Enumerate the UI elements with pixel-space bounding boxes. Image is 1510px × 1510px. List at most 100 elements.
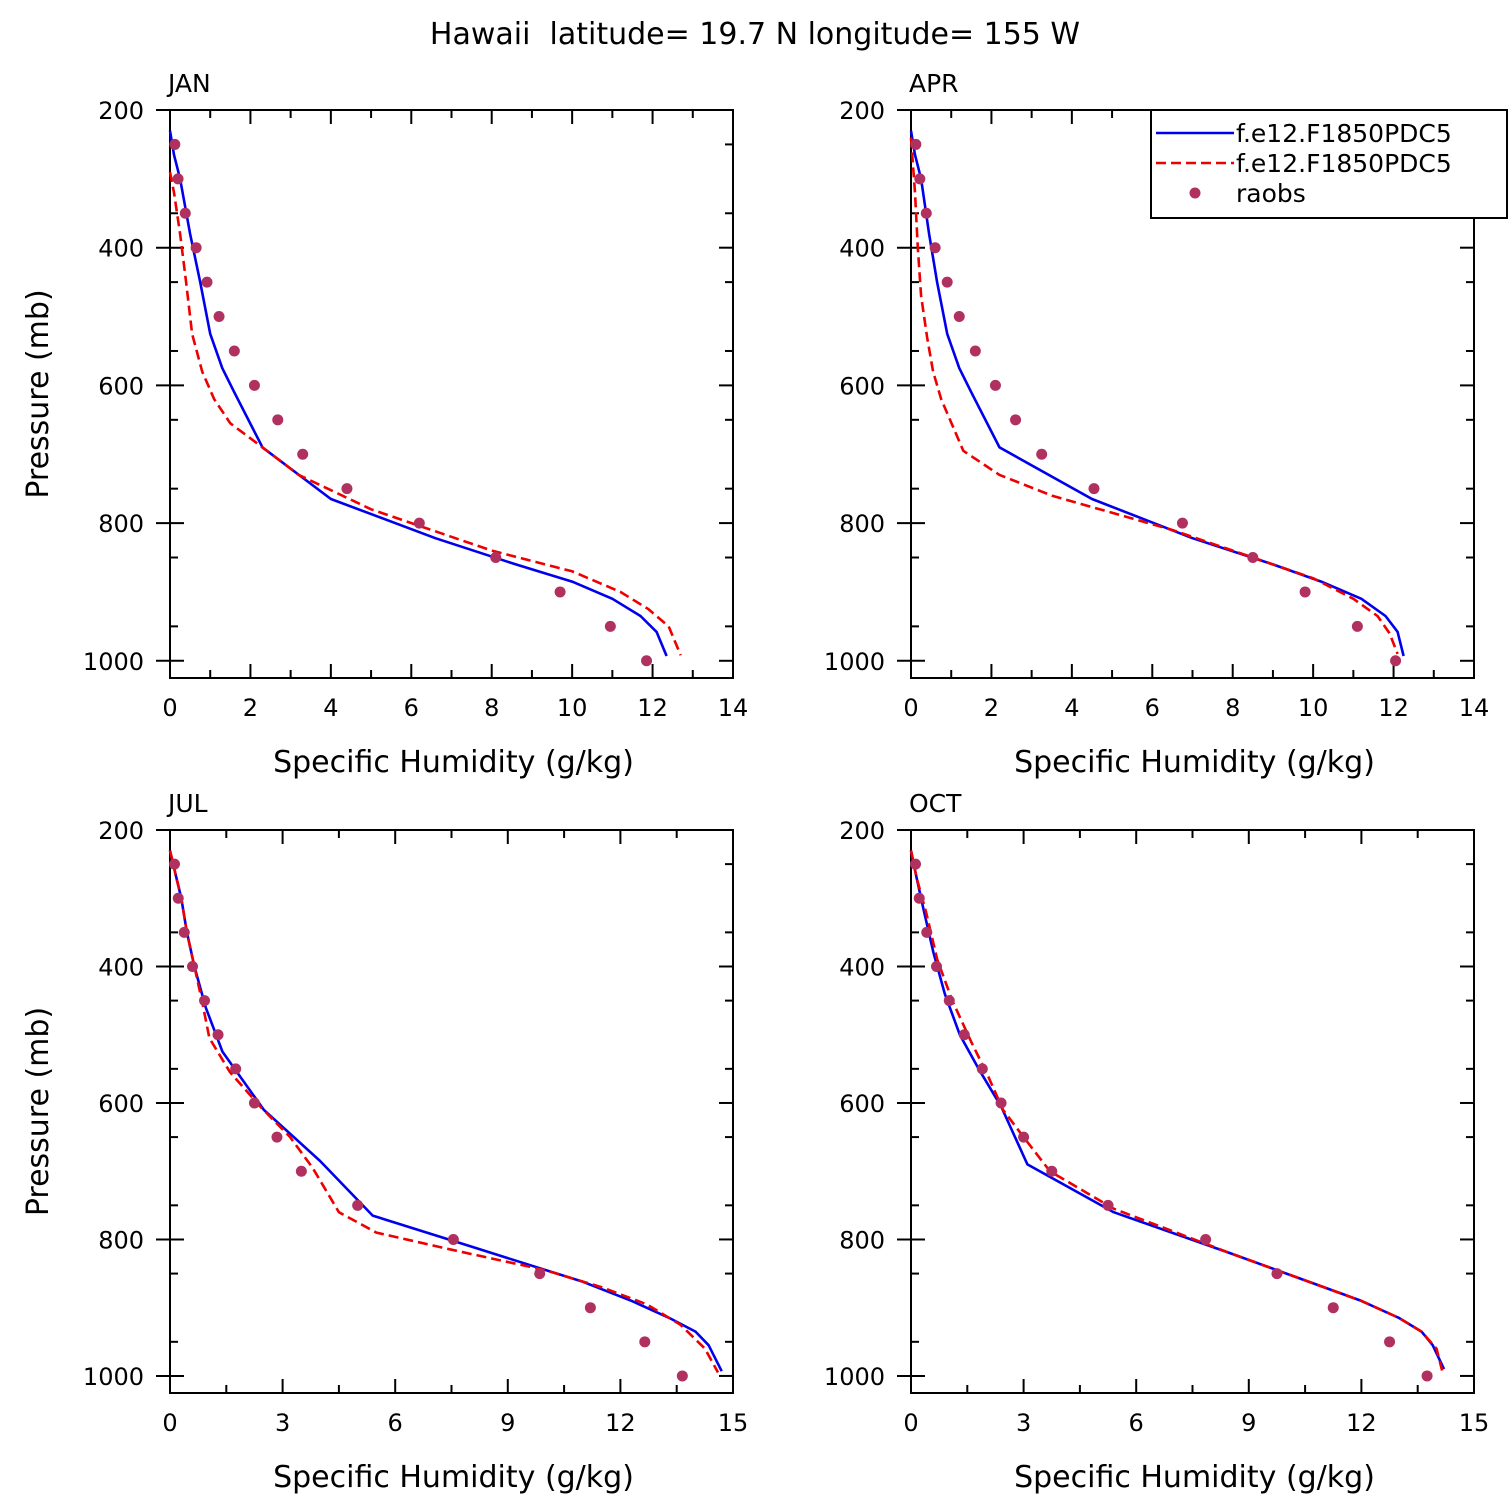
y-tick-label: 200 — [839, 817, 885, 845]
data-point — [958, 1029, 970, 1041]
data-point — [929, 242, 941, 254]
y-tick-label: 200 — [98, 97, 144, 125]
series-raobs — [910, 138, 1402, 667]
y-tick-label: 800 — [98, 510, 144, 538]
x-tick-label: 6 — [1145, 694, 1160, 722]
data-point — [639, 1336, 651, 1348]
x-tick-label: 14 — [1459, 694, 1490, 722]
plot-frame — [910, 829, 1475, 1394]
data-point — [941, 276, 953, 288]
data-point — [230, 1063, 242, 1075]
data-point — [248, 1097, 260, 1109]
legend-label: f.e12.F1850PDC5 — [1236, 119, 1452, 148]
data-point — [172, 173, 184, 185]
x-axis-label: Specific Humidity (g/kg) — [1014, 1460, 1375, 1495]
plot-frame — [169, 109, 734, 679]
y-tick-label: 600 — [839, 372, 885, 400]
y-tick-label: 1000 — [83, 1363, 144, 1391]
data-point — [178, 926, 190, 938]
panel-4: OCT 0 3 6 9 12 15 200 400 600 800 1000 Specific Humi… — [824, 789, 1489, 1495]
panel-1: JAN 0 2 4 6 8 10 12 14 200 400 600 800 1000 Specific H… — [21, 69, 748, 780]
data-point — [676, 1370, 688, 1382]
y-tick-label: 600 — [98, 372, 144, 400]
y-tick-label: 600 — [98, 1090, 144, 1118]
series-line-dashed — [909, 137, 1399, 655]
x-tick-label: 6 — [388, 1409, 403, 1437]
x-tick-label: 12 — [1346, 1409, 1377, 1437]
data-point — [1102, 1199, 1114, 1211]
data-point — [1351, 620, 1363, 632]
data-point — [1018, 1131, 1030, 1143]
data-point — [190, 242, 202, 254]
series-line-solid — [909, 850, 1446, 1370]
x-tick-label: 3 — [275, 1409, 290, 1437]
panel-3: JUL 0 3 6 9 12 15 200 400 600 800 1000 Specific Humi… — [21, 789, 748, 1495]
data-point — [910, 858, 922, 870]
data-point — [447, 1233, 459, 1245]
data-point — [1036, 448, 1048, 460]
x-tick-label: 9 — [1241, 1409, 1256, 1437]
x-tick-label: 2 — [243, 694, 258, 722]
data-point — [179, 207, 191, 219]
data-point — [1200, 1233, 1212, 1245]
y-tick-label: 400 — [839, 235, 885, 263]
data-point — [604, 620, 616, 632]
legend-box — [1150, 109, 1508, 219]
x-tick-label: 8 — [1225, 694, 1240, 722]
data-point — [1010, 414, 1022, 426]
data-point — [199, 995, 211, 1007]
y-tick-label: 400 — [98, 235, 144, 263]
data-point — [989, 379, 1001, 391]
data-point — [1327, 1302, 1339, 1314]
data-point — [213, 311, 225, 323]
panel-title: OCT — [909, 789, 962, 818]
data-point — [931, 960, 943, 972]
data-point — [1271, 1268, 1283, 1280]
data-point — [1046, 1165, 1058, 1177]
data-point — [1088, 483, 1100, 495]
data-point — [943, 995, 955, 1007]
x-tick-label: 0 — [903, 1409, 918, 1437]
data-point — [272, 414, 284, 426]
x-tick-label: 8 — [484, 694, 499, 722]
data-point — [995, 1097, 1007, 1109]
data-point — [212, 1029, 224, 1041]
x-tick-label: 14 — [718, 694, 749, 722]
data-point — [201, 276, 213, 288]
legend-label: raobs — [1236, 179, 1306, 208]
x-tick-label: 6 — [404, 694, 419, 722]
series-line-solid — [168, 130, 668, 657]
data-point — [641, 655, 653, 667]
x-axis-label: Specific Humidity (g/kg) — [273, 1460, 634, 1495]
data-point — [248, 379, 260, 391]
data-point — [913, 892, 925, 904]
data-point — [953, 311, 965, 323]
y-tick-label: 200 — [839, 97, 885, 125]
x-tick-label: 9 — [500, 1409, 515, 1437]
y-tick-label: 800 — [839, 510, 885, 538]
y-tick-label: 1000 — [824, 648, 885, 676]
data-point — [228, 345, 240, 357]
series-raobs — [910, 858, 1433, 1382]
y-tick-label: 200 — [98, 817, 144, 845]
x-axis-label: Specific Humidity (g/kg) — [273, 745, 634, 780]
data-point — [1247, 552, 1259, 564]
panel-title: JUL — [166, 789, 208, 818]
data-point — [187, 960, 199, 972]
x-tick-label: 0 — [903, 694, 918, 722]
x-tick-label: 3 — [1016, 1409, 1031, 1437]
legend-marker-dot — [1189, 187, 1201, 199]
x-tick-label: 15 — [1459, 1409, 1490, 1437]
x-tick-label: 6 — [1129, 1409, 1144, 1437]
data-point — [969, 345, 981, 357]
data-point — [976, 1063, 988, 1075]
x-tick-label: 12 — [1378, 694, 1409, 722]
data-point — [920, 207, 932, 219]
y-tick-label: 600 — [839, 1090, 885, 1118]
y-tick-label: 1000 — [824, 1363, 885, 1391]
data-point — [910, 138, 922, 150]
legend-label: f.e12.F1850PDC5 — [1236, 149, 1452, 178]
